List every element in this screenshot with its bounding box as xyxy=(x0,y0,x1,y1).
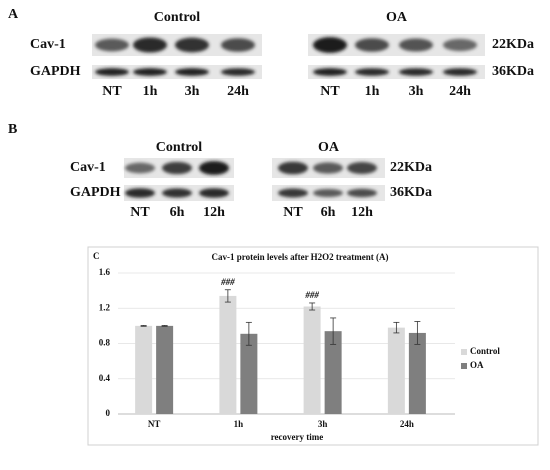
blot-band xyxy=(199,161,229,175)
blot-band xyxy=(313,162,343,174)
blot-band xyxy=(199,188,229,198)
lane-label: NT xyxy=(130,205,150,220)
y-tick-label: 1.2 xyxy=(99,302,111,312)
blot-band xyxy=(278,188,308,198)
lane-label: NT xyxy=(102,84,122,99)
blot-band xyxy=(221,38,255,52)
bar xyxy=(408,332,426,414)
bar xyxy=(303,306,321,414)
legend-label: Control xyxy=(470,346,500,356)
row-label: GAPDH xyxy=(30,64,81,79)
size-label: 36KDa xyxy=(492,64,534,79)
blot-band xyxy=(175,37,209,53)
blot-band xyxy=(313,189,343,197)
bar xyxy=(240,333,258,414)
bar xyxy=(219,295,237,414)
legend-swatch xyxy=(461,349,467,355)
blot-band xyxy=(95,38,129,52)
blot-band xyxy=(125,162,155,174)
blot-band xyxy=(162,188,192,198)
blot-band xyxy=(443,38,477,52)
x-tick-label: NT xyxy=(148,419,161,429)
x-axis-title: recovery time xyxy=(271,432,324,442)
lane-label: 12h xyxy=(351,205,373,220)
group-title: Control xyxy=(156,140,203,155)
x-tick-label: 3h xyxy=(318,419,328,429)
lane-label: 3h xyxy=(185,84,200,99)
blot-band xyxy=(221,68,255,76)
blot-band xyxy=(313,37,347,53)
panel-label: C xyxy=(93,251,100,261)
lane-label: 24h xyxy=(227,84,249,99)
bar xyxy=(387,327,405,414)
chart-title: Cav-1 protein levels after H2O2 treatmen… xyxy=(212,252,389,262)
lane-label: NT xyxy=(320,84,340,99)
bar xyxy=(156,325,174,414)
blot-band xyxy=(125,188,155,198)
legend-label: OA xyxy=(470,360,484,370)
x-tick-label: 24h xyxy=(400,419,414,429)
bar xyxy=(324,331,342,414)
row-label: Cav-1 xyxy=(70,160,106,175)
blot-strip xyxy=(308,65,485,79)
y-tick-label: 0 xyxy=(106,408,111,418)
group-title: OA xyxy=(386,10,408,25)
y-tick-label: 0.4 xyxy=(99,373,111,383)
group-title: Control xyxy=(154,10,201,25)
y-tick-label: 0.8 xyxy=(99,338,111,348)
x-tick-label: 1h xyxy=(234,419,244,429)
lane-label: NT xyxy=(283,205,303,220)
panel-label: B xyxy=(8,122,17,137)
legend-swatch xyxy=(461,363,467,369)
blot-band xyxy=(162,161,192,175)
y-tick-label: 1.6 xyxy=(99,267,111,277)
lane-label: 1h xyxy=(143,84,158,99)
significance-label: ### xyxy=(304,290,319,300)
group-title: OA xyxy=(318,140,340,155)
size-label: 36KDa xyxy=(390,185,432,200)
blot-band xyxy=(313,68,347,76)
significance-label: ### xyxy=(220,277,235,287)
lane-label: 6h xyxy=(170,205,185,220)
blot-band xyxy=(175,68,209,76)
size-label: 22KDa xyxy=(492,37,534,52)
blot-band xyxy=(355,68,389,76)
blot-band xyxy=(443,68,477,76)
blot-band xyxy=(278,161,308,175)
blot-band xyxy=(355,38,389,52)
blot-strip xyxy=(308,34,485,56)
lane-label: 6h xyxy=(321,205,336,220)
lane-label: 1h xyxy=(365,84,380,99)
size-label: 22KDa xyxy=(390,160,432,175)
bar xyxy=(135,325,153,414)
lane-label: 24h xyxy=(449,84,471,99)
blot-band xyxy=(133,37,167,53)
lane-label: 3h xyxy=(409,84,424,99)
row-label: GAPDH xyxy=(70,185,121,200)
blot-band xyxy=(399,38,433,52)
blot-band xyxy=(95,68,129,76)
blot-band xyxy=(347,161,377,175)
panel-label: A xyxy=(8,7,19,22)
blot-band xyxy=(347,188,377,198)
row-label: Cav-1 xyxy=(30,37,66,52)
blot-band xyxy=(399,68,433,76)
blot-band xyxy=(133,68,167,76)
lane-label: 12h xyxy=(203,205,225,220)
